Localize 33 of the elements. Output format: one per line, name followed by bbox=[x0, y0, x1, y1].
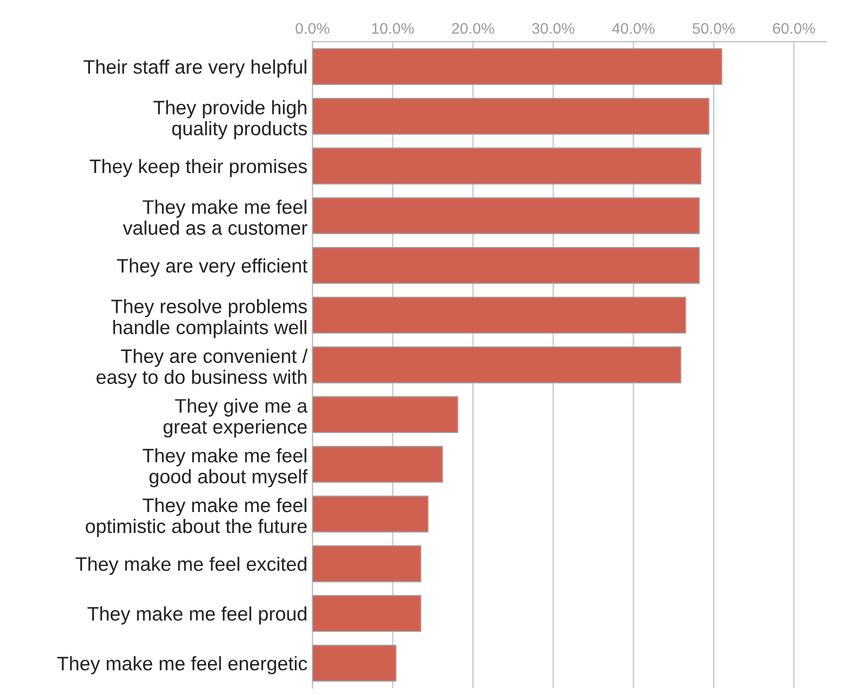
y-tick-label: They make me feel excited bbox=[76, 556, 306, 575]
x-tick-label: 0.0% bbox=[296, 23, 330, 34]
x-tick-label: 50.0% bbox=[692, 23, 735, 34]
y-tick-label: They keep their promises bbox=[90, 158, 307, 178]
y-tick-label: They make me feel optimistic about the future bbox=[86, 498, 307, 537]
y-tick-label: They are convenient / easy to do business with bbox=[96, 348, 308, 388]
x-tick-label: 60.0% bbox=[773, 23, 816, 34]
bar bbox=[312, 446, 443, 483]
y-tick-label: They make me feel energetic bbox=[57, 656, 308, 674]
bar bbox=[312, 595, 422, 632]
bar bbox=[312, 644, 396, 682]
bar bbox=[312, 545, 422, 582]
bar bbox=[312, 396, 458, 434]
x-tick-label: 10.0% bbox=[372, 23, 414, 34]
bar bbox=[312, 98, 710, 135]
y-tick-label: They are very efficient bbox=[117, 258, 308, 277]
y-tick-label: They give me a great experience bbox=[164, 398, 308, 438]
bar bbox=[312, 246, 700, 284]
x-tick-label: 30.0% bbox=[532, 23, 574, 34]
y-tick-label: Their staff are very helpful bbox=[84, 60, 306, 78]
bar bbox=[312, 496, 429, 532]
y-tick-label: They make me feel good about myself bbox=[142, 448, 308, 488]
x-tick-label: 40.0% bbox=[612, 23, 655, 34]
bar bbox=[312, 346, 682, 384]
y-tick-label: They resolve problems handle complaints well bbox=[111, 299, 307, 338]
y-tick-label: They make me feel valued as a customer bbox=[122, 200, 308, 235]
bar bbox=[312, 197, 700, 234]
bar bbox=[312, 148, 702, 184]
bar bbox=[312, 48, 722, 86]
bar bbox=[312, 296, 686, 334]
x-tick-label: 20.0% bbox=[452, 23, 494, 34]
y-tick-label: They provide high quality products bbox=[153, 100, 307, 140]
y-tick-label: They make me feel proud bbox=[88, 606, 306, 625]
